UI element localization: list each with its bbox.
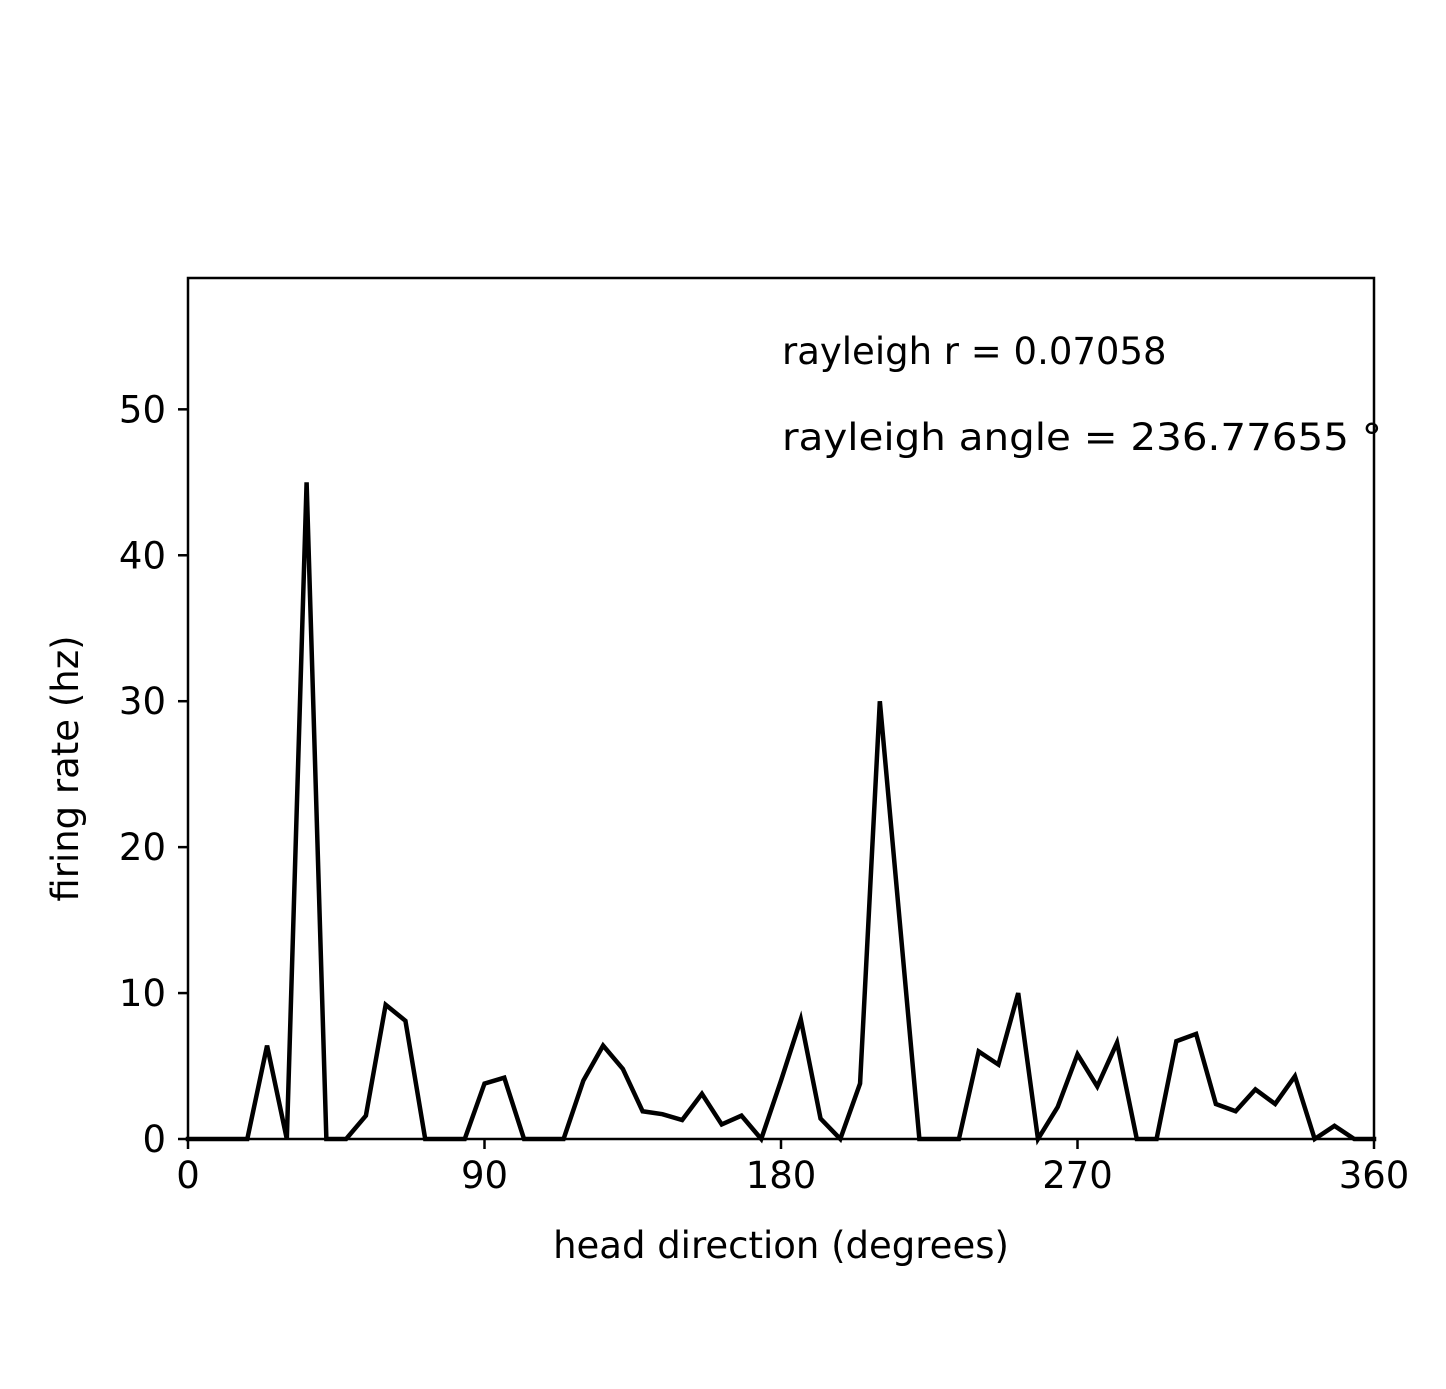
x-tick-label: 90 [461, 1154, 508, 1197]
y-tick-label: 30 [119, 680, 166, 723]
x-tick-label: 180 [746, 1154, 817, 1197]
y-tick-label: 10 [119, 972, 166, 1015]
series-line [185, 482, 1377, 1146]
x-axis: 0 90 180 270 360 [176, 1139, 1409, 1197]
x-tick-label: 360 [1339, 1154, 1410, 1197]
rayleigh-angle-annotation: rayleigh angle = 236.77655 ° [782, 416, 1382, 459]
y-tick-label: 0 [142, 1118, 166, 1161]
x-tick-label: 0 [176, 1154, 200, 1197]
x-tick-label: 270 [1042, 1154, 1113, 1197]
y-tick-label: 50 [119, 388, 166, 431]
rayleigh-r-annotation: rayleigh r = 0.07058 [782, 330, 1167, 373]
x-axis-label: head direction (degrees) [553, 1224, 1009, 1267]
y-tick-label: 20 [119, 826, 166, 869]
y-axis-label: firing rate (hz) [44, 635, 87, 901]
y-axis: 0 10 20 30 40 50 [119, 388, 188, 1161]
y-tick-label: 40 [119, 534, 166, 577]
